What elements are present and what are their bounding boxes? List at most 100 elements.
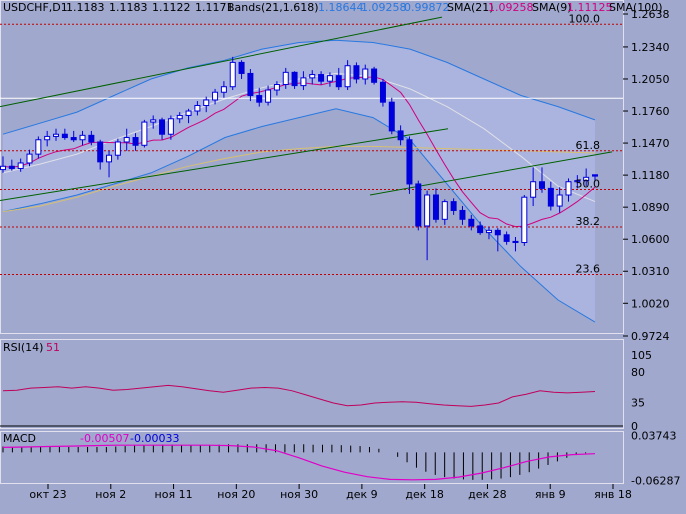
candle-body	[229, 61, 236, 88]
candle-body	[185, 110, 192, 116]
candle-body	[521, 196, 528, 244]
time-axis: окт 23 ноя 2 ноя 11 ноя 20 ноя 30 дек 9 дек 18…	[29, 484, 632, 501]
sma9-label: SMA(9)	[532, 1, 572, 14]
candle-body	[309, 74, 316, 79]
time-tick-label: дек 9	[346, 488, 378, 501]
candle-body	[459, 209, 466, 220]
ohlc-close: 1.1171	[195, 1, 234, 14]
candle-body	[61, 133, 68, 139]
bands-label: Bands(21,1.618)	[227, 1, 319, 14]
time-tick-label: окт 23	[29, 488, 66, 501]
bands-lower-line	[2, 108, 596, 323]
fibonacci-labels: 100.0 61.8 50.0 38.2 23.6	[569, 12, 601, 275]
candle-body	[114, 141, 121, 156]
candle-body	[547, 187, 554, 207]
candle-body	[150, 119, 157, 123]
candle-body	[300, 77, 307, 87]
macd-label: MACD	[3, 432, 36, 445]
sma21-value: 1.09258	[488, 1, 534, 14]
candle-body	[0, 165, 6, 171]
candle-body	[441, 201, 448, 220]
candle-body	[176, 114, 183, 120]
candle-body	[53, 133, 60, 137]
candle-body	[574, 180, 581, 183]
candle-body	[265, 89, 272, 103]
candle-body	[362, 68, 369, 80]
trend-lines	[0, 16, 613, 202]
bands-middle-value: 1.09258	[361, 1, 407, 14]
price-tick-label: 1.1180	[631, 169, 670, 182]
sma100-label: SMA(100)	[609, 1, 663, 14]
candle-body	[203, 99, 210, 106]
candle-body	[424, 194, 431, 227]
rsi-panel-border	[0, 339, 624, 429]
candle-body	[371, 68, 378, 83]
fib-level-label: 61.8	[576, 139, 601, 152]
candle-body	[88, 134, 95, 143]
candle-body	[406, 139, 413, 185]
candle-body	[132, 137, 139, 146]
time-tick-label: ноя 20	[217, 488, 255, 501]
candle-body	[335, 75, 342, 88]
rsi-tick-label: 35	[631, 396, 645, 409]
candle-body	[432, 194, 439, 220]
price-tick-label: 0.9724	[631, 330, 670, 343]
candle-body	[353, 65, 360, 80]
candle-body	[238, 61, 245, 74]
price-tick-label: 1.2638	[631, 8, 670, 21]
candle-body	[344, 65, 351, 88]
candle-body	[220, 86, 227, 93]
time-tick-label: дек 28	[468, 488, 507, 501]
fib-level-label: 23.6	[576, 263, 601, 276]
candle-body	[282, 71, 289, 85]
candle-body	[477, 225, 484, 234]
candle-body	[503, 234, 510, 242]
bands-upper-line	[2, 39, 596, 135]
candlesticks	[0, 56, 598, 261]
ohlc-open: 1.1183	[66, 1, 105, 14]
price-tick-label: 1.1470	[631, 137, 670, 150]
candle-body	[70, 137, 77, 141]
ohlc-low: 1.1122	[152, 1, 191, 14]
candle-body	[194, 104, 201, 112]
fib-level-label: 100.0	[569, 12, 601, 25]
time-tick-label: дек 18	[405, 488, 444, 501]
candle-body	[397, 130, 404, 141]
candle-body	[97, 141, 104, 163]
lower-trend-line	[0, 128, 449, 202]
candle-body	[468, 218, 475, 227]
rsi-line	[2, 384, 596, 407]
time-tick-label: янв 18	[594, 488, 632, 501]
candle-body	[123, 137, 130, 143]
macd-value-signal: -0.00033	[130, 432, 179, 445]
candle-body	[106, 154, 113, 163]
macd-header: MACD -0.00507 -0.00033	[3, 432, 179, 445]
candle-body	[17, 162, 24, 169]
price-tick-label: 1.0890	[631, 201, 670, 214]
bands-fill	[3, 40, 595, 323]
price-axis: 1.2638 1.2340 1.2050 1.1760 1.1470 1.1180 1.08…	[623, 8, 670, 343]
macd-tick-label: 0.03743	[631, 430, 677, 443]
candle-body	[485, 229, 492, 234]
bands-upper-value: 1.18644	[318, 1, 364, 14]
rsi-label: RSI(14)	[3, 341, 43, 354]
macd-panel-border	[0, 431, 624, 484]
fibonacci-levels	[0, 23, 623, 276]
candle-body	[247, 72, 254, 97]
price-tick-label: 1.0020	[631, 297, 670, 310]
candle-body	[388, 101, 395, 132]
candle-body	[167, 118, 174, 135]
candle-body	[556, 194, 563, 207]
candle-body	[538, 181, 545, 189]
candle-body	[530, 181, 537, 198]
chart-header: USDCHF,D1 1.1183 1.1183 1.1122 1.1171 Ba…	[3, 1, 663, 14]
rsi-header: RSI(14) 51	[3, 341, 60, 354]
candle-body	[494, 229, 501, 236]
price-tick-label: 1.0310	[631, 265, 670, 278]
price-tick-label: 1.0600	[631, 233, 670, 246]
candle-body	[583, 176, 590, 182]
rsi-tick-label: 105	[631, 349, 652, 362]
time-tick-label: ноя 11	[155, 488, 193, 501]
time-tick-label: ноя 2	[95, 488, 126, 501]
